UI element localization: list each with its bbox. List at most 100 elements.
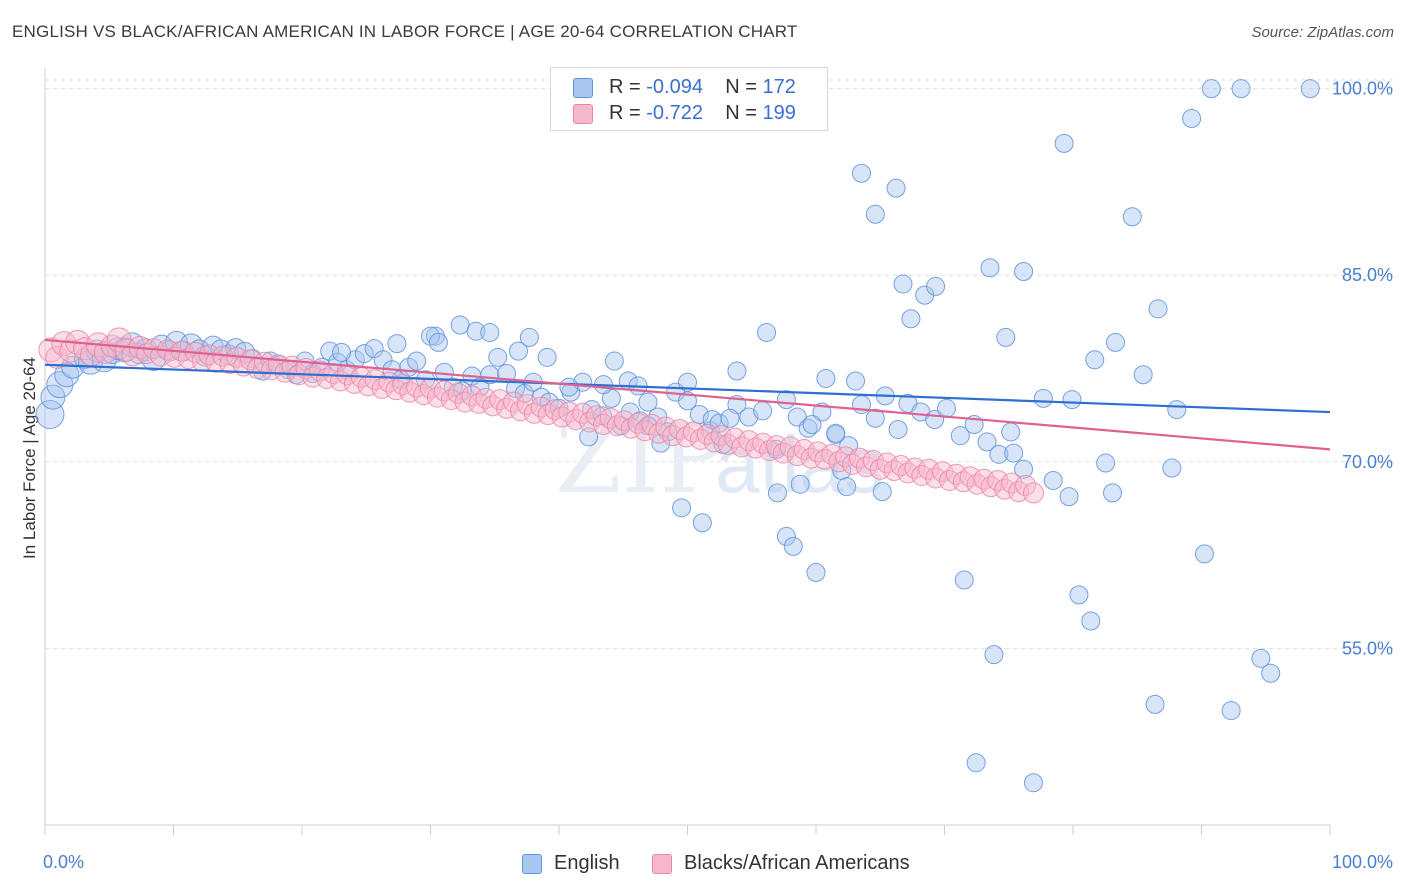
black-point (717, 433, 739, 455)
english-point (421, 326, 440, 346)
english-point (1043, 470, 1063, 490)
english-r-label: R = (609, 76, 641, 98)
black-point (433, 380, 455, 402)
black-point (586, 405, 608, 427)
english-point (1096, 453, 1116, 473)
english-point (790, 474, 810, 494)
english-point (851, 163, 871, 183)
english-point (604, 351, 624, 371)
english-point (1059, 487, 1079, 507)
black-point (634, 420, 656, 442)
bottom-english-swatch (522, 854, 542, 874)
black-point (1008, 481, 1030, 503)
bottom-black-swatch (652, 854, 672, 874)
trend-lines (44, 338, 1331, 451)
english-point (678, 391, 697, 411)
black-point (343, 372, 365, 394)
english-point (1014, 459, 1034, 479)
black-point (855, 456, 877, 478)
english-point (936, 398, 956, 418)
english-point (720, 408, 740, 428)
english-point (1162, 458, 1182, 478)
english-point (450, 315, 470, 335)
black-point (918, 458, 940, 480)
english-point (428, 332, 448, 352)
english-point (470, 377, 490, 397)
black-point (516, 394, 538, 416)
english-trend-line (44, 363, 1331, 414)
black-n-label: N = (725, 102, 757, 124)
black-point (447, 382, 469, 404)
black-point (911, 464, 933, 486)
black-point (932, 461, 954, 483)
y-tick-label: 70.0% (1342, 452, 1393, 472)
black-r-value: -0.722 (646, 102, 703, 124)
english-point (806, 563, 826, 583)
axes (44, 68, 1331, 835)
black-point (426, 386, 448, 408)
english-point (466, 321, 486, 341)
english-point (893, 274, 913, 294)
black-point (93, 340, 117, 364)
english-point (638, 392, 658, 412)
black-point (641, 413, 663, 435)
english-point (950, 426, 970, 446)
watermark: ZIP atlas (555, 403, 884, 515)
english-point (1085, 350, 1105, 370)
english-r-value: -0.094 (646, 76, 703, 98)
black-point (1022, 482, 1044, 504)
english-point (354, 344, 374, 364)
black-point (565, 409, 587, 431)
black-point (489, 389, 511, 411)
y-tick-label: 55.0% (1342, 638, 1393, 658)
black-point (980, 476, 1002, 498)
english-n-label: N = (725, 76, 757, 98)
black-point (440, 389, 462, 411)
english-point (387, 334, 407, 354)
black-point (38, 337, 64, 363)
black-point (710, 425, 732, 447)
black-point (579, 411, 601, 433)
english-point (508, 341, 528, 361)
black-r-label: R = (609, 102, 641, 124)
english-point (1300, 79, 1320, 99)
x-tick-label-max: 100.0% (1332, 852, 1393, 872)
black-point (1001, 472, 1023, 494)
english-point (1004, 443, 1024, 463)
english-point (559, 377, 579, 397)
english-point (1106, 332, 1126, 352)
black-point (786, 445, 808, 467)
black-point (572, 402, 594, 424)
english-point (332, 342, 352, 362)
english-point (488, 347, 508, 367)
black-point (364, 369, 386, 391)
source-label: Source: ZipAtlas.com (1251, 24, 1394, 41)
english-point (816, 368, 836, 388)
english-point (1182, 109, 1202, 129)
english-point (1069, 585, 1089, 605)
english-point (1054, 133, 1074, 153)
english-point (888, 419, 908, 439)
black-point (413, 384, 435, 406)
english-point (1081, 611, 1101, 631)
black-point (772, 442, 794, 464)
english-point (996, 327, 1016, 347)
english-point (1261, 663, 1281, 683)
english-point (901, 309, 921, 329)
english-point (480, 322, 500, 342)
black-point (994, 478, 1016, 500)
english-point (692, 513, 712, 533)
bottom-english-label: English (554, 852, 620, 874)
english-point (826, 423, 846, 443)
black-point (703, 431, 725, 453)
english-point (757, 322, 777, 342)
black-point (925, 467, 947, 489)
english-point (776, 526, 796, 546)
english-swatch (573, 78, 593, 98)
black-point (219, 353, 241, 375)
black-trend-line (44, 338, 1331, 451)
english-point (727, 361, 747, 381)
english-point (798, 418, 818, 438)
english-point (966, 753, 986, 773)
